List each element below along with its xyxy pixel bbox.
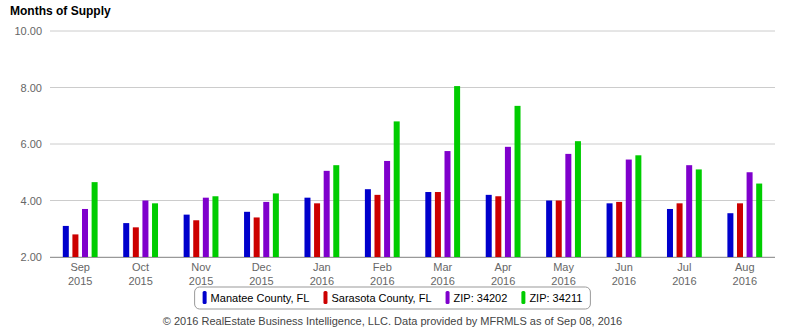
bar xyxy=(324,171,330,257)
x-tick-label: Aug2016 xyxy=(733,261,757,287)
bar xyxy=(394,121,400,257)
bar xyxy=(203,198,209,257)
bar xyxy=(263,202,269,257)
x-tick-label: Dec2015 xyxy=(249,261,273,287)
bar xyxy=(495,196,501,257)
y-tick-label: 2.00 xyxy=(21,251,42,263)
x-tick-label: Sep2015 xyxy=(68,261,92,287)
bar xyxy=(667,209,673,257)
bar xyxy=(686,165,692,257)
bar xyxy=(756,184,762,257)
bar xyxy=(696,169,702,257)
bar xyxy=(546,201,552,258)
y-tick-label: 8.00 xyxy=(21,82,42,94)
x-tick-label: Jan2016 xyxy=(310,261,334,287)
bar xyxy=(193,220,199,257)
bar xyxy=(244,212,250,257)
bar xyxy=(565,154,571,257)
bar xyxy=(133,227,139,257)
bar xyxy=(184,215,190,257)
bar xyxy=(486,195,492,257)
bar xyxy=(635,155,641,257)
bar xyxy=(677,203,683,257)
bar xyxy=(123,223,129,257)
bar xyxy=(72,234,78,257)
y-axis-label: Months of Supply xyxy=(10,4,111,18)
bar xyxy=(365,189,371,257)
legend-swatch xyxy=(521,291,525,304)
bar xyxy=(273,193,279,257)
bar xyxy=(92,182,98,257)
bar xyxy=(626,160,632,257)
y-tick-label: 10.00 xyxy=(14,25,42,37)
y-tick-label: 6.00 xyxy=(21,138,42,150)
x-tick-label: Feb2016 xyxy=(370,261,394,287)
caption: © 2016 RealEstate Business Intelligence,… xyxy=(163,315,622,327)
legend-label: ZIP: 34211 xyxy=(529,292,582,304)
bar xyxy=(515,106,521,257)
bar xyxy=(152,203,158,257)
legend-swatch xyxy=(323,291,327,304)
bar xyxy=(505,147,511,257)
bar xyxy=(142,201,148,258)
legend-label: ZIP: 34202 xyxy=(454,292,508,304)
x-axis xyxy=(50,257,775,258)
bar xyxy=(727,213,733,257)
x-tick-label: Jul2016 xyxy=(672,261,696,287)
bar xyxy=(384,161,390,257)
x-tick-label: Mar2016 xyxy=(430,261,454,287)
bar xyxy=(425,192,431,257)
bar xyxy=(63,226,69,257)
bar xyxy=(374,195,380,257)
bar xyxy=(616,202,622,257)
legend-swatch xyxy=(203,291,207,304)
x-tick-label: Jun2016 xyxy=(612,261,636,287)
x-tick-label: May2016 xyxy=(551,261,575,287)
bars xyxy=(63,86,762,257)
bar xyxy=(747,172,753,257)
bar xyxy=(454,86,460,257)
bar xyxy=(607,203,613,257)
bar xyxy=(575,141,581,257)
bar xyxy=(212,196,218,257)
legend-swatch xyxy=(446,291,450,304)
x-tick-label: Oct2015 xyxy=(128,261,152,287)
y-tick-label: 4.00 xyxy=(21,195,42,207)
legend-label: Manatee County, FL xyxy=(211,292,310,304)
grid-line xyxy=(50,257,775,258)
x-tick-label: Apr2016 xyxy=(491,261,515,287)
bar xyxy=(445,151,451,257)
bar xyxy=(254,217,260,257)
legend-label: Sarasota County, FL xyxy=(331,292,431,304)
grid-line xyxy=(50,200,775,201)
legend-box xyxy=(195,287,591,309)
x-tick-label: Nov2015 xyxy=(189,261,213,287)
bar xyxy=(737,203,743,257)
grid-line xyxy=(50,87,775,88)
bar xyxy=(556,201,562,258)
bar xyxy=(314,203,320,257)
bar xyxy=(333,165,339,257)
legend: Manatee County, FL Sarasota County, FL ZIP… xyxy=(195,287,591,309)
bar xyxy=(304,198,310,257)
bar xyxy=(82,209,88,257)
grid-line xyxy=(50,144,775,145)
chart: Months of Supply 2.00 4.00 6.00 8.00 10.00 Sep… xyxy=(0,0,785,330)
bar xyxy=(435,192,441,257)
grid-line xyxy=(50,31,775,32)
